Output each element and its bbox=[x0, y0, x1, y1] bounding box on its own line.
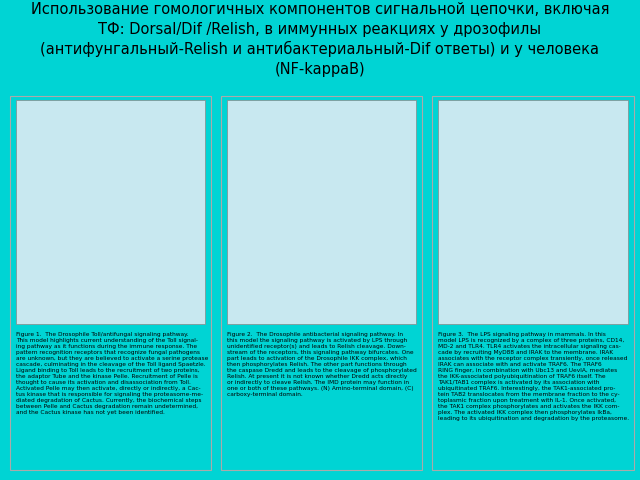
Bar bbox=[15, 100, 205, 324]
Text: Figure 1.  The Drosophile Toll/antifungal signaling pathway.
This model highligh: Figure 1. The Drosophile Toll/antifungal… bbox=[15, 332, 208, 415]
Bar bbox=[227, 100, 417, 324]
Text: Figure 2.  The Drosophile antibacterial signaling pathway. In
this model the sig: Figure 2. The Drosophile antibacterial s… bbox=[227, 332, 417, 397]
Text: Figure 3.  The LPS signaling pathway in mammals. In this
model LPS is recognized: Figure 3. The LPS signaling pathway in m… bbox=[438, 332, 629, 421]
Text: Использование гомологичных компонентов сигнальной цепочки, включая
ТФ: Dorsal/Di: Использование гомологичных компонентов с… bbox=[31, 2, 609, 77]
Bar bbox=[438, 100, 628, 324]
